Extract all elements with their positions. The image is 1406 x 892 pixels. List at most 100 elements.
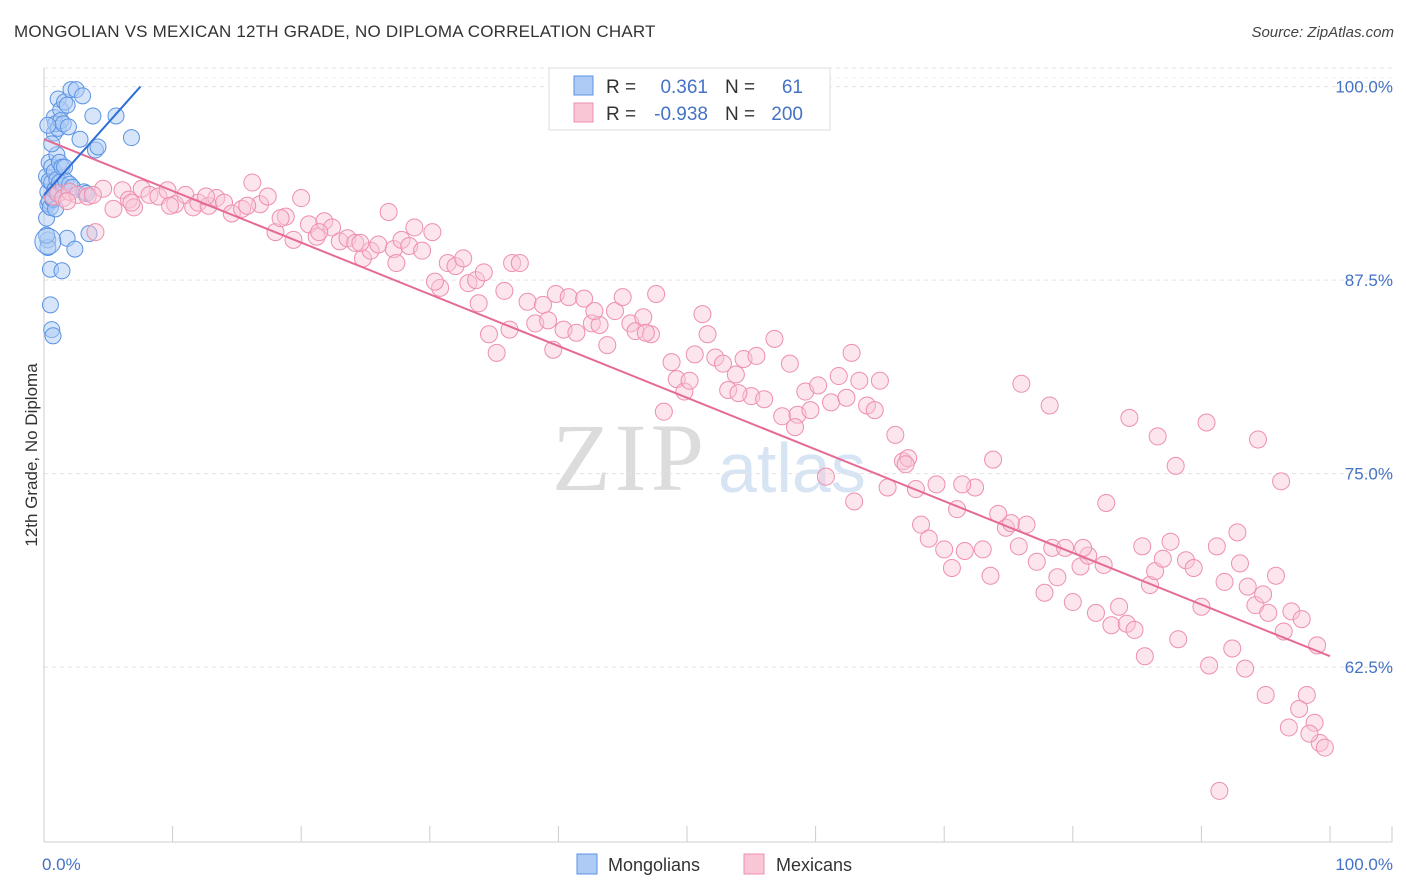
mexican-point [896,455,915,474]
watermark-zip: ZIP [552,404,708,511]
mexican-point [539,311,558,330]
mexican-point [685,345,704,364]
bottom-legend-mongolians: Mongolians [608,855,700,875]
mexican-point [222,204,241,223]
mexican-point [1097,493,1116,512]
mongolian-point-large [34,227,62,255]
mexican-point [1238,577,1257,596]
mexican-point [1290,699,1309,718]
mexican-point [680,371,699,390]
mexican-point [292,189,311,208]
mongolian-points [34,81,140,345]
y-tick-label: 75.0% [1345,465,1393,484]
mexican-point [251,195,270,214]
mexican-point [351,233,370,252]
mexican-point [1048,568,1067,587]
stats-r-label-1: R = [606,77,636,98]
mexican-point [1272,472,1291,491]
mexican-point [1248,430,1267,449]
mexican-point [1120,408,1139,427]
mexican-point [233,199,252,218]
stats-n-label-1: N = [725,77,755,98]
mexican-point [942,559,961,578]
mexican-point [780,354,799,373]
mexican-point [1197,413,1216,432]
stats-n-label-2: N = [725,104,755,125]
stats-legend-swatch-mongolian [573,75,594,96]
mexican-point [894,452,913,471]
mexican-point [747,346,766,365]
mexican-point [86,223,105,242]
mexican-point [454,249,473,268]
mexican-point [1135,647,1154,666]
mexican-point [729,384,748,403]
stats-legend-box [548,67,831,131]
mexican-point [1133,537,1152,556]
mexican-point [1125,620,1144,639]
mongolian-point [80,225,98,243]
mexican-point [634,308,653,327]
mexican-point [469,294,488,313]
mexican-point [405,218,424,237]
mexican-point [955,541,974,560]
mexican-point [1009,537,1028,556]
stats-r-label-2: R = [606,104,636,125]
mexican-point [1256,685,1275,704]
tick-labels: 100.0% 87.5% 75.0% 62.5% 0.0% 100.0% 12th Grad… [22,78,1393,874]
bottom-legend-swatch-mongolian [576,853,598,875]
mexican-point [912,515,931,534]
mexican-point [809,376,828,395]
mongolian-point [71,130,89,148]
mexican-point [1153,549,1172,568]
mexican-point [1027,552,1046,571]
stats-r-value-2: -0.938 [654,104,708,125]
bottom-legend-swatch-mexican [743,853,765,875]
mongolian-trend-line [43,85,142,196]
mexican-point [981,566,1000,585]
mexican-point [94,179,113,198]
bottom-legend-mexicans: Mexicans [776,855,852,875]
mexican-point [518,292,537,311]
mexican-point [1279,718,1298,737]
mexican-point [598,336,617,355]
mexican-point [935,540,954,559]
mexican-point [271,209,290,228]
mexican-point [1282,602,1301,621]
mexican-point [647,285,666,304]
mongolian-point [38,226,56,244]
mongolian-point [74,87,92,105]
y-axis-title: 12th Grade, No Diploma [22,363,41,547]
mexican-point [387,254,406,273]
mexican-point [307,227,326,246]
mexican-point [755,390,774,409]
mongolian-point [89,138,107,156]
mexican-point [886,425,905,444]
mexican-point [1161,532,1180,551]
mexican-point [662,353,681,372]
mexican-point [1210,781,1229,800]
mexican-point [1266,566,1285,585]
mongolian-point [122,129,140,147]
mexican-point [258,187,277,206]
mexican-point [479,325,498,344]
mexican-point [726,365,745,384]
mexican-point [585,302,604,321]
mexican-point [714,354,733,373]
mexican-point [310,223,329,242]
mexican-point [927,475,946,494]
mexican-point [104,199,123,218]
mexican-point [1259,603,1278,622]
mexican-point [559,288,578,307]
mexican-point [1017,515,1036,534]
mongolian-point [58,96,76,114]
mexican-points [44,173,1334,800]
mexican-point [919,529,938,548]
mexican-point [765,329,784,348]
mexican-point [140,185,159,204]
mexican-point [786,418,805,437]
mexican-point [773,407,792,426]
mexican-point [1305,713,1324,732]
mexican-point [413,241,432,260]
stats-n-value-1: 61 [782,77,803,98]
